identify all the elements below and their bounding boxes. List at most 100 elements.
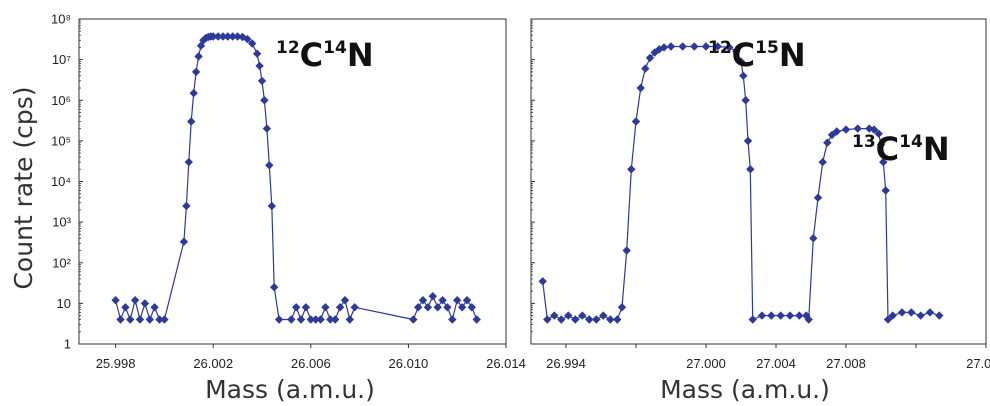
data-point (255, 61, 264, 71)
peak-label-mass-c: 12 (708, 38, 732, 58)
data-point (543, 315, 552, 324)
data-point (350, 303, 359, 312)
peak-label-mass-d: 15 (755, 38, 779, 58)
data-point (301, 303, 311, 312)
data-point (423, 303, 433, 312)
data-point (155, 315, 164, 324)
data-point (326, 315, 335, 324)
data-point (802, 311, 811, 320)
data-point (194, 52, 203, 61)
data-point (907, 308, 916, 317)
data-point (472, 315, 481, 324)
y-tick-label: 10⁶ (51, 93, 71, 108)
y-axis-title: Count rate (cps) (9, 86, 38, 289)
peak-label-mass-b: 14 (323, 38, 347, 58)
series-right (538, 42, 944, 324)
data-point (270, 283, 279, 292)
data-point (757, 311, 767, 320)
data-point (418, 296, 428, 305)
data-point (935, 311, 944, 320)
y-tick-label: 10⁴ (51, 174, 71, 189)
x-axis-title-left: Mass (a.m.u.) (205, 375, 375, 404)
data-point (189, 88, 198, 98)
data-point (795, 311, 804, 320)
data-point (550, 311, 559, 320)
data-point (785, 311, 795, 320)
x-tick-label: 27.000 (686, 356, 726, 371)
data-point (741, 96, 750, 105)
data-point (433, 303, 442, 312)
plot-frame-right (530, 18, 987, 345)
x-tick-label: 26.006 (291, 356, 331, 371)
data-point (196, 41, 206, 50)
chart-panel-right: 26.994 27.000 27.008 27.012 27.004 Mass (a.m… (530, 18, 990, 404)
data-point (571, 315, 580, 324)
data-point (818, 157, 827, 167)
data-point (467, 303, 476, 312)
data-point (874, 129, 883, 138)
data-point (457, 303, 467, 312)
data-point (265, 161, 274, 170)
data-point (592, 315, 601, 324)
data-point (209, 32, 218, 41)
data-point (414, 303, 423, 312)
data-point (160, 315, 169, 324)
data-point (876, 140, 886, 149)
series-line (115, 35, 478, 322)
data-point (345, 315, 354, 324)
x-ticks-right: 26.994 27.000 27.008 27.012 27.004 (546, 344, 990, 371)
data-point (564, 311, 573, 320)
peak-label-element-c: C (732, 36, 755, 74)
data-point (746, 165, 755, 174)
plot-frame-left (78, 18, 507, 345)
data-point (659, 43, 669, 52)
data-point (916, 311, 925, 320)
data-point (184, 157, 193, 167)
data-point (645, 53, 655, 63)
data-point (126, 315, 135, 324)
data-point (725, 43, 734, 52)
data-point (897, 308, 907, 317)
y-tick-label: 10² (52, 255, 71, 270)
data-point (111, 296, 120, 305)
data-point (233, 32, 242, 41)
data-point (739, 71, 748, 80)
data-point (248, 39, 257, 48)
x-tick-label: 26.010 (389, 356, 429, 371)
data-point (776, 311, 785, 320)
data-point (191, 67, 201, 77)
series-line (542, 45, 940, 322)
peak-label-element-e: C (876, 130, 899, 168)
x-tick-label: 26.014 (486, 356, 526, 371)
data-point (140, 299, 150, 308)
data-point (578, 311, 587, 320)
y-tick-label: 10³ (52, 215, 71, 230)
data-point (636, 83, 645, 93)
data-point (218, 32, 228, 41)
data-point (331, 315, 340, 324)
data-point (613, 315, 622, 324)
data-point (701, 42, 711, 51)
x-axis-title-right: Mass (a.m.u.) (660, 375, 830, 404)
peak-label-element-a: C (300, 36, 323, 74)
data-point (213, 32, 223, 41)
data-point (187, 117, 196, 126)
chart-panel-left: 1 10 10² 10³ 10⁴ 10⁵ 10⁶ 10⁷ 10⁸ 25.998 26.002 26.… (51, 12, 526, 405)
peak-label-13c14n: 13C14N (852, 130, 950, 168)
data-point (443, 303, 452, 312)
x-tick-label: 27.008 (826, 356, 866, 371)
peak-label-element-b: N (347, 36, 374, 74)
peak-label-12c14n: 12C14N (276, 36, 374, 74)
data-point (865, 124, 874, 133)
data-point (260, 96, 269, 105)
data-point (257, 76, 267, 86)
y-ticks-left: 1 10 10² 10³ 10⁴ 10⁵ 10⁶ 10⁷ 10⁸ (51, 12, 83, 352)
y-tick-label: 1 (64, 337, 71, 352)
data-point (306, 315, 315, 324)
data-point (287, 315, 296, 324)
data-point (823, 138, 832, 147)
peak-label-12c15n: 12C15N (708, 36, 806, 74)
data-point (883, 315, 893, 324)
data-point (641, 64, 650, 73)
data-point (832, 127, 841, 136)
